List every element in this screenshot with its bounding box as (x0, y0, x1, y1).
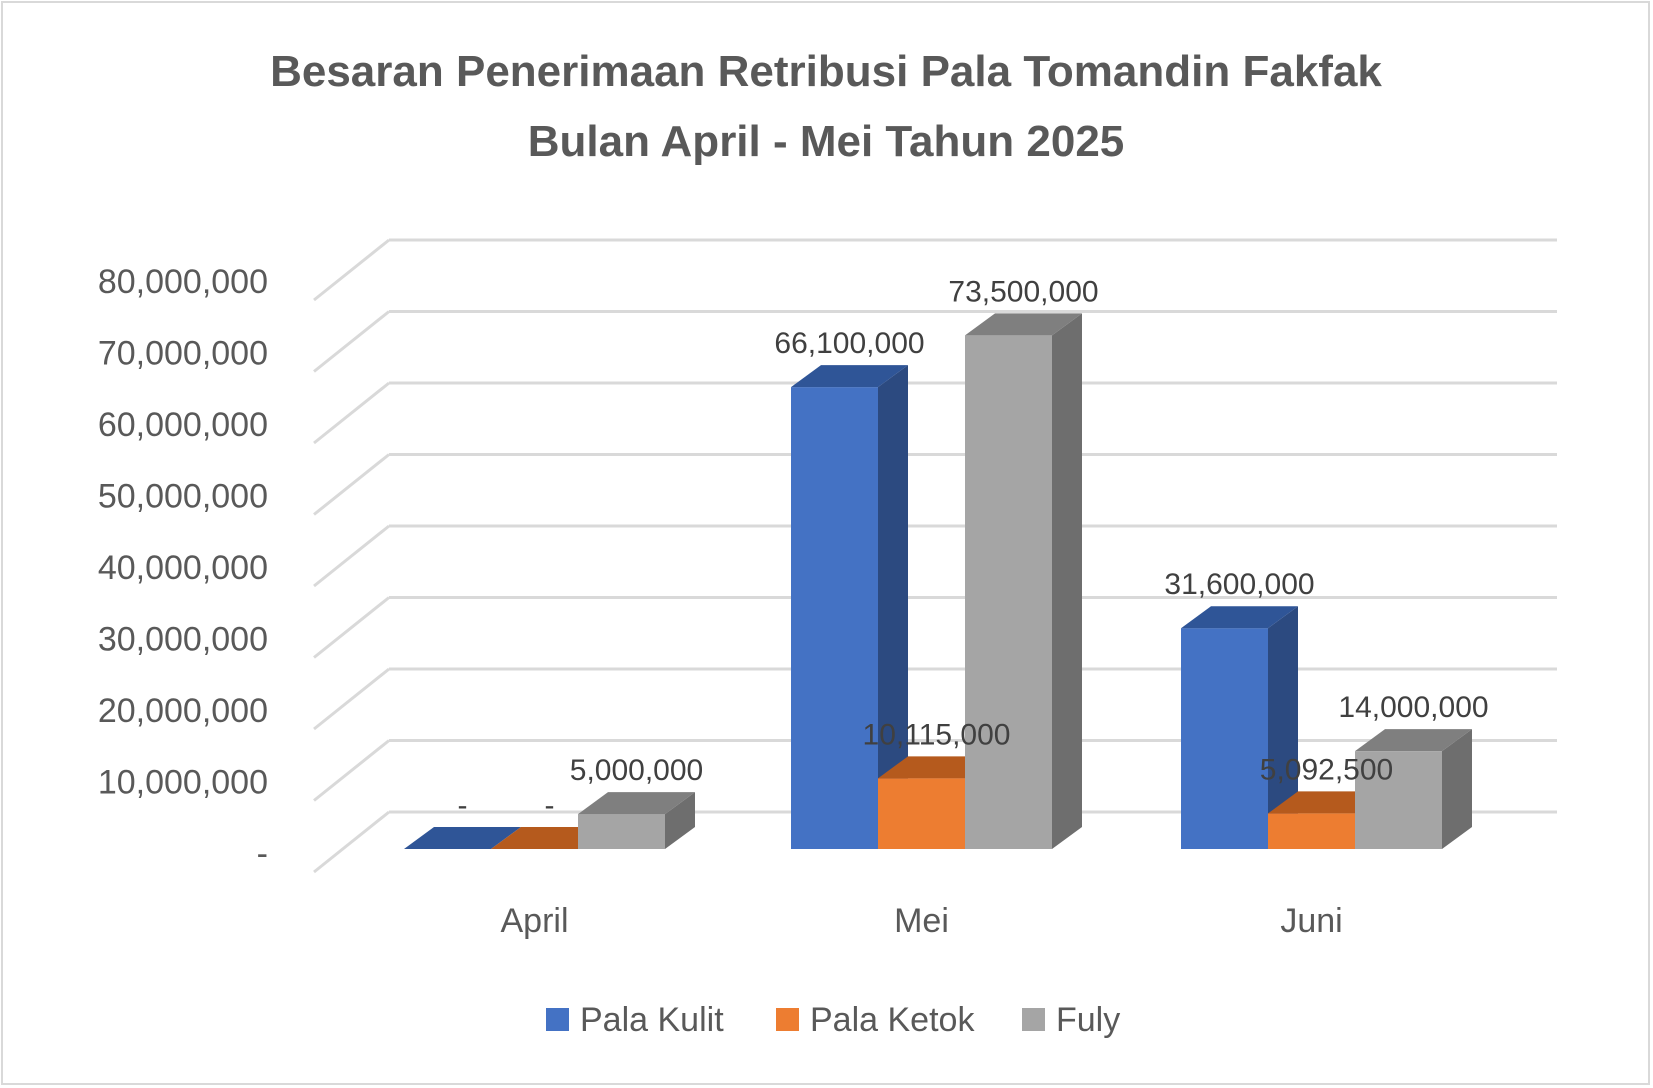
gridline-side (313, 810, 390, 874)
legend-label: Pala Kulit (580, 1001, 724, 1039)
legend: Pala Kulit Pala Ketok Fuly (546, 1001, 1120, 1039)
bar-front (965, 335, 1052, 849)
data-label: 66,100,000 (774, 327, 924, 360)
bar-front (791, 387, 878, 849)
legend-swatch (776, 1008, 799, 1031)
y-tick-label: 20,000,000 (98, 692, 268, 730)
x-category-label: Juni (1280, 902, 1342, 940)
y-tick-label: 80,000,000 (98, 263, 268, 301)
bar-top (791, 365, 908, 388)
gridline-side (313, 310, 390, 373)
data-label: 73,500,000 (948, 275, 1098, 308)
y-tick-label: 70,000,000 (98, 335, 268, 373)
x-category-label: April (500, 902, 568, 940)
gridline-side (313, 667, 390, 731)
chart-title-line1: Besaran Penerimaan Retribusi Pala Tomand… (270, 47, 1382, 96)
data-label: - (545, 789, 555, 822)
legend-swatch (1022, 1008, 1045, 1031)
chart-title-line2: Bulan April - Mei Tahun 2025 (528, 117, 1125, 166)
bar-side (1268, 606, 1298, 849)
data-label: 14,000,000 (1338, 691, 1488, 724)
bar-side (1442, 729, 1472, 849)
data-labels: - -5,000,00066,100,00010,115,00073,500,00… (458, 275, 1489, 822)
x-category-label: Mei (894, 902, 949, 940)
legend-swatch (546, 1008, 569, 1031)
bar-top (404, 827, 521, 849)
gridline-side (313, 238, 390, 302)
bar-top (1181, 606, 1298, 629)
bar-top (1355, 729, 1472, 752)
bar-front (878, 778, 965, 849)
x-axis-categories: April Mei Juni (500, 902, 1342, 940)
legend-label: Fuly (1056, 1001, 1120, 1039)
bar-front (578, 814, 665, 849)
bar-side (1052, 313, 1082, 849)
y-tick-label: - (257, 835, 268, 873)
data-label: 5,000,000 (570, 754, 703, 787)
legend-label: Pala Ketok (810, 1001, 975, 1039)
bar-side (878, 365, 908, 849)
data-label: 5,092,500 (1260, 753, 1393, 786)
gridline-side (313, 453, 390, 516)
y-tick-label: 60,000,000 (98, 406, 268, 444)
gridline-side (313, 596, 390, 659)
gridline-side (313, 524, 390, 588)
data-label: 10,115,000 (863, 718, 1011, 751)
bar-front (1181, 628, 1268, 849)
bars (404, 313, 1472, 849)
bar-top (965, 313, 1082, 336)
bar-front (1355, 751, 1442, 849)
y-tick-label: 10,000,000 (98, 764, 268, 802)
gridline-side (313, 381, 390, 445)
y-tick-label: 50,000,000 (98, 478, 268, 516)
bar-front (1268, 813, 1355, 849)
bar-top (578, 792, 695, 815)
bar-side (665, 792, 695, 849)
y-axis-ticks: - 10,000,000 20,000,000 30,000,000 40,000,00… (98, 263, 268, 873)
gridline-side (313, 739, 390, 802)
y-tick-label: 40,000,000 (98, 549, 268, 587)
y-tick-label: 30,000,000 (98, 621, 268, 659)
data-label: 31,600,000 (1164, 568, 1314, 601)
data-label: - (458, 789, 468, 822)
